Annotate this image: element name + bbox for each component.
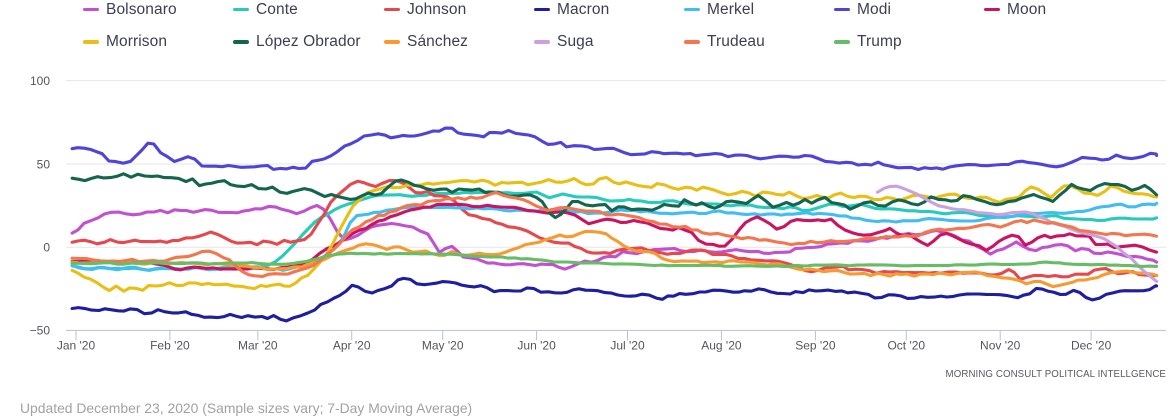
svg-text:Jul '20: Jul '20 xyxy=(610,339,645,353)
svg-text:Sep '20: Sep '20 xyxy=(795,339,836,353)
svg-text:Nov '20: Nov '20 xyxy=(980,339,1021,353)
svg-text:Oct '20: Oct '20 xyxy=(887,339,925,353)
svg-text:Jun '20: Jun '20 xyxy=(517,339,556,353)
svg-text:100: 100 xyxy=(30,74,50,88)
svg-text:−50: −50 xyxy=(30,324,51,338)
svg-text:0: 0 xyxy=(43,241,50,255)
svg-text:Mar '20: Mar '20 xyxy=(238,339,278,353)
svg-text:May '20: May '20 xyxy=(422,339,464,353)
svg-text:Dec '20: Dec '20 xyxy=(1071,339,1112,353)
svg-text:50: 50 xyxy=(37,157,51,171)
svg-text:Aug '20: Aug '20 xyxy=(701,339,742,353)
svg-text:Feb '20: Feb '20 xyxy=(150,339,190,353)
svg-text:Jan '20: Jan '20 xyxy=(57,339,96,353)
svg-text:Apr '20: Apr '20 xyxy=(333,339,371,353)
